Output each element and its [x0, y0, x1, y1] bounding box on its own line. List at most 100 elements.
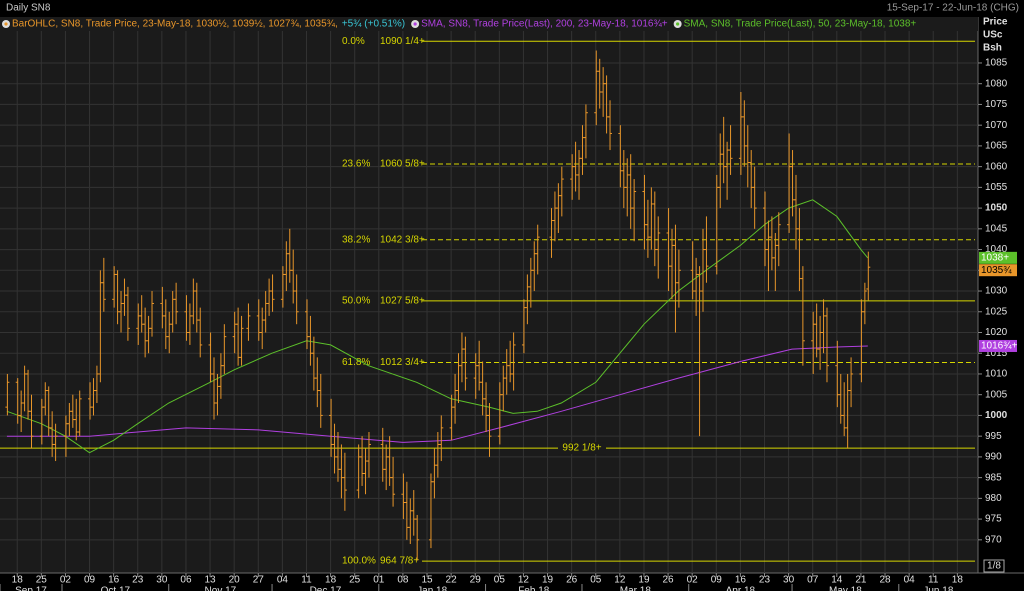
x-tick-label: 12: [518, 575, 530, 586]
x-tick-label: 26: [663, 575, 675, 586]
x-tick-label: 16: [108, 575, 120, 586]
fib-pct: 100.0%: [342, 556, 376, 567]
x-tick-label: 11: [301, 575, 312, 586]
x-tick-label: 28: [879, 575, 891, 586]
x-tick-label: 27: [253, 575, 265, 586]
y-tick-label: 980: [985, 493, 1002, 504]
axis-title: Price: [983, 17, 1008, 28]
y-tick-label: 1045: [985, 223, 1008, 234]
y-tick-label: 1080: [985, 78, 1008, 89]
last-value-label: 1035¾: [981, 265, 1012, 276]
x-tick-label: 02: [60, 575, 72, 586]
fib-price: 1027 5/8+: [380, 296, 425, 307]
y-tick-label: 1070: [985, 120, 1008, 131]
month-label: Nov 17: [205, 586, 237, 591]
month-label: Mar 18: [620, 586, 652, 591]
y-tick-label: 985: [985, 472, 1002, 483]
y-tick-label: 1075: [985, 99, 1008, 110]
x-tick-label: 20: [229, 575, 241, 586]
x-tick-label: 25: [349, 575, 361, 586]
corner-label: 1/8: [987, 561, 1001, 572]
y-tick-label: 1030: [985, 286, 1008, 297]
x-tick-label: 13: [205, 575, 217, 586]
month-label: Jan 18: [417, 586, 447, 591]
legend-change: +5¾ (+0.51%): [342, 19, 405, 30]
month-label: Apr 18: [726, 586, 756, 591]
x-tick-label: 18: [12, 575, 24, 586]
legend-icon-dot: [4, 22, 8, 26]
fib-price: 1090 1/4+: [380, 36, 425, 47]
x-tick-label: 30: [783, 575, 795, 586]
x-tick-label: 19: [638, 575, 650, 586]
y-tick-label: 1085: [985, 58, 1008, 69]
x-tick-label: 06: [180, 575, 192, 586]
corner-box: [983, 559, 1005, 573]
fib-pct: 0.0%: [342, 36, 365, 47]
y-tick-label: 1050: [985, 203, 1008, 214]
chart-title: Daily SN8: [6, 3, 51, 14]
x-tick-label: 30: [156, 575, 168, 586]
x-tick-label: 14: [831, 575, 843, 586]
y-tick-label: 995: [985, 431, 1002, 442]
axis-title: USc: [983, 30, 1003, 41]
axis-title: Bsh: [983, 43, 1002, 54]
legend-entry: SMA, SN8, Trade Price(Last), 200, 23-May…: [421, 19, 668, 30]
y-tick-label: 970: [985, 534, 1002, 545]
last-value-label: 1016¾+: [981, 341, 1018, 352]
x-tick-label: 12: [614, 575, 626, 586]
y-tick-label: 1040: [985, 244, 1008, 255]
fib-pct: 50.0%: [342, 296, 370, 307]
fib-price: 964 7/8+: [380, 556, 419, 567]
x-tick-label: 19: [542, 575, 554, 586]
x-tick-label: 04: [904, 575, 916, 586]
x-tick-label: 23: [132, 575, 144, 586]
y-tick-label: 1010: [985, 369, 1008, 380]
fib-price: 1042 3/8+: [380, 234, 425, 245]
y-tick-label: 1025: [985, 306, 1008, 317]
month-label: Dec 17: [310, 586, 342, 591]
y-tick-label: 975: [985, 514, 1002, 525]
last-value-label: 1038+: [981, 252, 1009, 263]
sma-line: [6, 345, 868, 443]
y-tick-label: 1055: [985, 182, 1008, 193]
y-tick-label: 1005: [985, 389, 1008, 400]
y-tick-label: 1015: [985, 348, 1008, 359]
x-tick-label: 02: [687, 575, 699, 586]
y-tick-label: 1000: [985, 410, 1008, 421]
legend-entry: BarOHLC, SN8, Trade Price, 23-May-18, 10…: [12, 19, 338, 30]
x-tick-label: 21: [855, 575, 867, 586]
month-label: Sep 17: [15, 586, 47, 591]
x-tick-label: 05: [494, 575, 506, 586]
x-tick-label: 09: [84, 575, 96, 586]
x-tick-label: 08: [397, 575, 409, 586]
x-tick-label: 18: [325, 575, 337, 586]
fib-price: 1060 5/8+: [380, 159, 425, 170]
x-tick-label: 07: [807, 575, 819, 586]
x-tick-label: 16: [735, 575, 747, 586]
fib-pct: 23.6%: [342, 159, 370, 170]
fib-pct: 38.2%: [342, 234, 370, 245]
last-value-box: [979, 339, 1017, 352]
x-tick-label: 25: [36, 575, 48, 586]
y-tick-label: 1065: [985, 141, 1008, 152]
support-label-bg: [558, 442, 606, 455]
x-tick-label: 15: [421, 575, 433, 586]
x-tick-label: 22: [446, 575, 458, 586]
legend-icon-dot: [676, 22, 680, 26]
x-tick-label: 29: [470, 575, 482, 586]
x-tick-label: 18: [952, 575, 964, 586]
x-tick-label: 26: [566, 575, 578, 586]
month-label: Feb 18: [518, 586, 550, 591]
month-label: Oct 17: [101, 586, 131, 591]
x-tick-label: 09: [711, 575, 723, 586]
fib-pct: 61.8%: [342, 357, 370, 368]
y-tick-label: 1060: [985, 161, 1008, 172]
legend-bg: [0, 17, 978, 31]
last-value-box: [979, 264, 1017, 277]
y-tick-label: 1020: [985, 327, 1008, 338]
plot-area: [0, 17, 978, 573]
legend-icon-dot: [413, 22, 417, 26]
month-label: Jun 18: [923, 586, 953, 591]
date-range: 15-Sep-17 - 22-Jun-18 (CHG): [887, 3, 1019, 14]
